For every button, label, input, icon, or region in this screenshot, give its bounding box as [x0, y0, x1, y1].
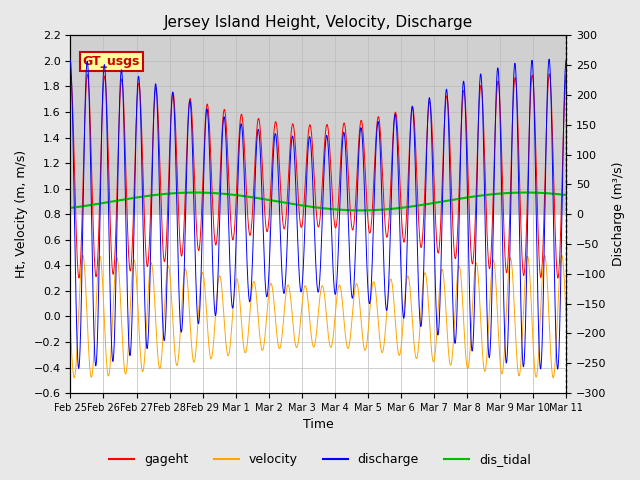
Text: GT_usgs: GT_usgs [83, 55, 140, 68]
Y-axis label: Discharge (m³/s): Discharge (m³/s) [612, 162, 625, 266]
Y-axis label: Ht, Velocity (m, m/s): Ht, Velocity (m, m/s) [15, 150, 28, 278]
X-axis label: Time: Time [303, 419, 333, 432]
Legend: gageht, velocity, discharge, dis_tidal: gageht, velocity, discharge, dis_tidal [104, 448, 536, 471]
Bar [70, 36, 566, 214]
Title: Jersey Island Height, Velocity, Discharge: Jersey Island Height, Velocity, Discharg… [164, 15, 473, 30]
